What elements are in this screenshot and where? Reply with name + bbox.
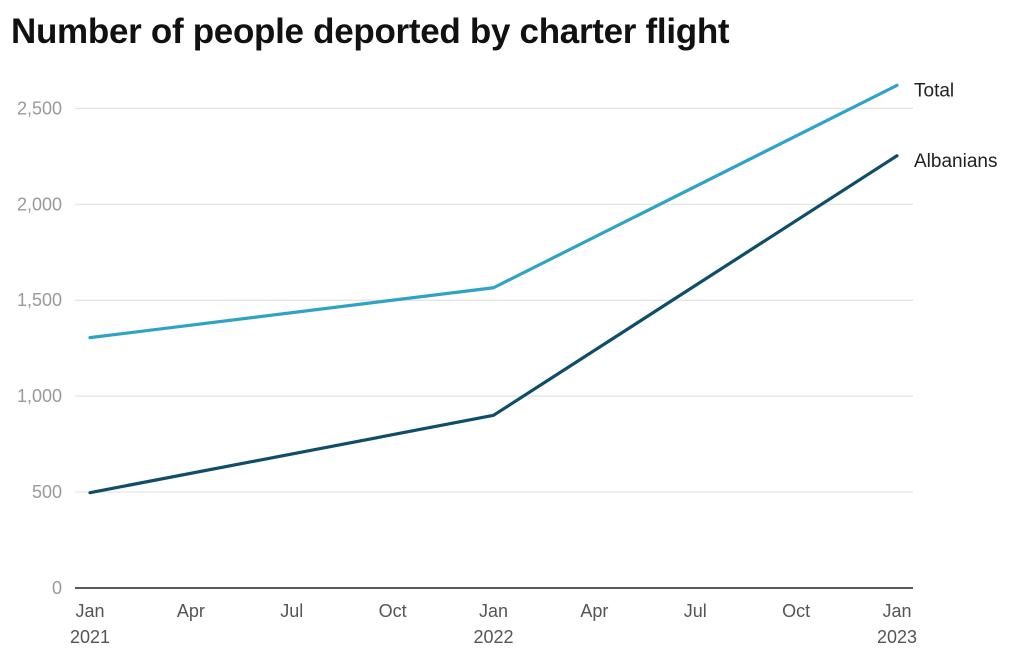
x-tick-label: Oct <box>782 601 810 621</box>
chart-title: Number of people deported by charter fli… <box>11 12 730 51</box>
x-tick-year-label: 2023 <box>877 627 917 647</box>
x-axis-ticks: Jan 2021 Apr Jul Oct Jan 2022 Apr Jul Oct Jan 2023 <box>70 601 917 647</box>
gridlines <box>75 107 913 493</box>
x-tick-label: Oct <box>379 601 407 621</box>
x-tick-label: Jan <box>882 601 911 621</box>
y-axis-ticks: 0 500 1,000 1,500 2,000 2,500 <box>17 98 62 598</box>
series-label-total: Total <box>914 80 954 101</box>
x-tick-label: Jul <box>280 601 303 621</box>
series-line-albanians <box>88 154 899 495</box>
y-tick-label: 0 <box>52 578 62 598</box>
x-tick-label: Jul <box>684 601 707 621</box>
x-tick-label: Jan <box>479 601 508 621</box>
y-tick-label: 1,500 <box>17 290 62 310</box>
x-tick-label: Jan <box>75 601 104 621</box>
y-tick-label: 500 <box>32 482 62 502</box>
x-tick-label: Apr <box>580 601 608 621</box>
series-lines <box>88 83 899 495</box>
x-tick-year-label: 2022 <box>473 627 513 647</box>
series-line-total <box>88 83 899 340</box>
series-labels: Total Albanians <box>914 80 997 171</box>
x-tick-label: Apr <box>177 601 205 621</box>
y-tick-label: 2,500 <box>17 98 62 118</box>
x-tick-year-label: 2021 <box>70 627 110 647</box>
y-tick-label: 2,000 <box>17 194 62 214</box>
series-label-albanians: Albanians <box>914 151 997 172</box>
y-tick-label: 1,000 <box>17 386 62 406</box>
